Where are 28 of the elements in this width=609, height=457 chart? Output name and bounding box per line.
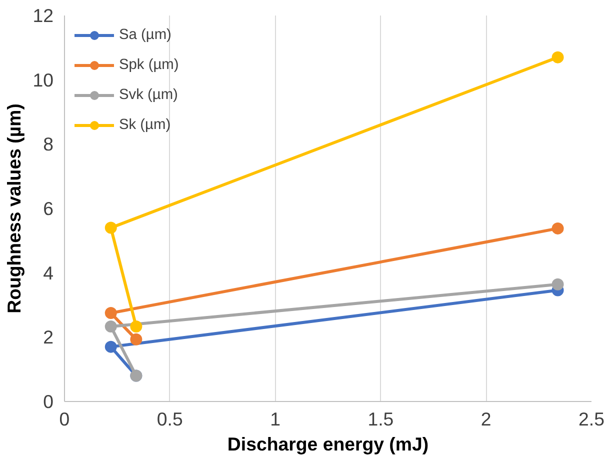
point xyxy=(552,51,564,64)
x-axis-title: Discharge energy (mJ) xyxy=(227,434,429,454)
x-tick-label: 1 xyxy=(270,408,281,430)
point xyxy=(104,320,117,333)
legend-label: Spk (µm) xyxy=(119,57,179,73)
point xyxy=(130,333,142,346)
x-tick-label: 0 xyxy=(59,408,70,430)
y-tick-label: 10 xyxy=(32,69,54,90)
point xyxy=(104,307,117,320)
point xyxy=(552,222,564,234)
point xyxy=(130,320,142,333)
legend-label: Svk (µm) xyxy=(119,87,178,103)
y-tick-label: 2 xyxy=(43,326,54,348)
point xyxy=(104,222,117,234)
x-tick-label: 2 xyxy=(480,408,492,430)
y-axis-title: Roughness values (µm) xyxy=(4,104,25,314)
x-tick-label: 1.5 xyxy=(368,408,394,430)
y-tick-label: 8 xyxy=(43,134,54,155)
legend-label: Sk (µm) xyxy=(119,117,171,133)
legend-label: Sa (µm) xyxy=(119,27,172,43)
x-tick-label: 2.5 xyxy=(578,408,604,430)
x-tick-label: 0.5 xyxy=(156,408,183,430)
y-tick-label: 12 xyxy=(32,5,54,26)
y-tick-label: 4 xyxy=(43,262,54,284)
y-tick-label: 0 xyxy=(43,391,54,412)
y-tick-label: 6 xyxy=(43,198,54,219)
point xyxy=(104,340,117,353)
point xyxy=(552,278,564,290)
